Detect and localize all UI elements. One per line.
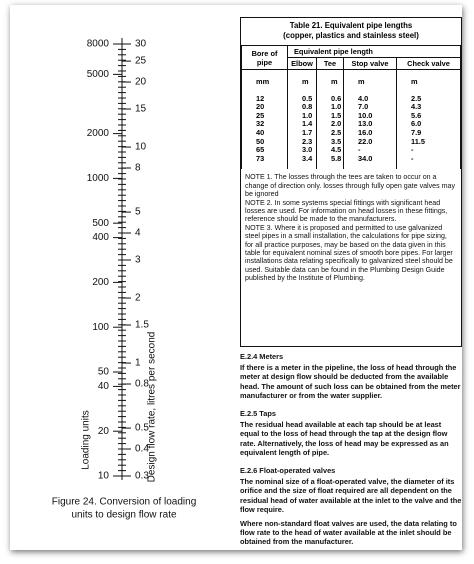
scale-label: 8000 bbox=[87, 39, 110, 50]
table-cell: - bbox=[396, 154, 461, 170]
table-cell: 2.5 bbox=[396, 94, 461, 104]
table-row: 50 2.3 3.5 22.0 11.5 bbox=[241, 137, 461, 147]
section-paragraph: The residual head available at each tap … bbox=[240, 420, 449, 457]
header-cell: Stop valve bbox=[343, 57, 397, 70]
section-heading: E.2.6 Float-operated valves bbox=[240, 466, 336, 476]
section-heading: E.2.4 Meters bbox=[240, 352, 284, 361]
section-paragraph: The nominal size of a float-operated val… bbox=[240, 477, 462, 514]
unit-cell: m bbox=[287, 69, 317, 95]
table-cell: 34.0 bbox=[343, 154, 397, 170]
unit-cell: m bbox=[343, 69, 397, 95]
scale-label: 25 bbox=[135, 56, 147, 67]
table-note: NOTE 1. The losses through the tees are … bbox=[245, 173, 456, 199]
table-cell: 5.6 bbox=[396, 111, 461, 121]
scale-label: 0.8 bbox=[135, 379, 149, 390]
unit-cell: m bbox=[396, 69, 461, 95]
table-cell: 40 bbox=[241, 128, 288, 138]
nomogram: 8000500020001000500400200100504020103025… bbox=[52, 38, 197, 521]
table-note: NOTE 3. Where it is proposed and permitt… bbox=[245, 223, 453, 283]
figure-caption: Figure 24. Conversion of loading bbox=[52, 497, 197, 508]
scale-label: 2 bbox=[135, 293, 141, 304]
scale-label: 200 bbox=[92, 277, 109, 288]
scale-label: 400 bbox=[92, 232, 109, 243]
table-cell: 4.3 bbox=[396, 103, 461, 112]
text-sections: E.2.4 Meters If there is a meter in the p… bbox=[240, 352, 462, 556]
table-row: 73 3.4 5.8 34.0- bbox=[241, 154, 461, 170]
scale-label: 3 bbox=[135, 255, 141, 266]
table-cell: 25 bbox=[241, 111, 288, 121]
document-page: 8000 5000 2000 1000 500 400 200 100 50 40 20 10 30 25… bbox=[10, 5, 462, 550]
pipe-length-table: Bore of pipe Equivalent pipe length Elbo… bbox=[241, 45, 461, 170]
table-cell: 73 bbox=[241, 154, 288, 170]
table-row: 40 1.7 2.5 16.0 7.9 bbox=[241, 128, 461, 138]
table-cell: 7.9 bbox=[396, 128, 461, 138]
scale-label: 0.3 bbox=[135, 471, 149, 482]
table-cell: 4.0 bbox=[343, 94, 397, 104]
table-row: 20 0.8 1.0 7.0 4.3 bbox=[241, 103, 461, 112]
table-title-line: (copper, plastics and stainless steel) bbox=[283, 31, 419, 40]
table-row: 25 1.0 1.5 10.0 5.6 bbox=[241, 111, 461, 121]
section-paragraph: If there is a meter in the pipeline, the… bbox=[240, 363, 461, 400]
scale-label: 1 bbox=[135, 358, 141, 369]
scale-label: 0.4 bbox=[135, 444, 149, 455]
scale-label: 10 bbox=[135, 142, 147, 153]
figure-caption: units to design flow rate bbox=[71, 510, 176, 521]
scale-label: 20 bbox=[135, 77, 147, 88]
table-notes: NOTE 1. The losses through the tees are … bbox=[241, 169, 461, 282]
axis-title: Design flow rate, litres per second bbox=[147, 332, 158, 483]
table-box: Table 21. Equivalent pipe lengths (coppe… bbox=[240, 17, 462, 347]
header-cell: Bore of pipe bbox=[241, 45, 288, 70]
table-cell: 65 bbox=[241, 146, 288, 155]
section-paragraph: Where non-standard float valves are used… bbox=[240, 519, 457, 547]
scale-label: 1000 bbox=[87, 173, 110, 184]
header-cell: Elbow bbox=[287, 57, 317, 70]
table-cell: 50 bbox=[241, 137, 288, 147]
scale-label: 500 bbox=[92, 218, 109, 229]
table-cell: 5.8 bbox=[316, 154, 344, 170]
scale-label: 5000 bbox=[87, 69, 110, 80]
unit-cell: m bbox=[316, 69, 344, 95]
scale-label: 1.5 bbox=[135, 320, 149, 331]
scale-label: 4 bbox=[135, 228, 141, 239]
unit-cell: mm bbox=[241, 69, 288, 95]
scale-label: 8 bbox=[135, 163, 141, 174]
table-cell: 3.4 bbox=[287, 154, 317, 170]
table-title: Table 21. Equivalent pipe lengths (coppe… bbox=[241, 21, 461, 41]
table-row: 12 0.5 0.6 4.0 2.5 bbox=[241, 94, 461, 104]
scale-label: 10 bbox=[98, 471, 110, 482]
section-heading: E.2.5 Taps bbox=[240, 409, 277, 419]
scale-label: 100 bbox=[92, 322, 109, 333]
units-row: mm m m m m bbox=[241, 69, 461, 95]
axis-title: Loading units bbox=[81, 410, 92, 470]
table-title-line: Table 21. Equivalent pipe lengths bbox=[289, 21, 413, 30]
scale-label: 20 bbox=[98, 426, 110, 437]
table-cell: 22.0 bbox=[343, 137, 397, 147]
table-row: 32 1.4 2.0 13.0 6.0 bbox=[241, 120, 461, 129]
table-cell: 20 bbox=[241, 103, 288, 112]
scale-label: 30 bbox=[135, 39, 147, 50]
table-cell: 12 bbox=[241, 94, 288, 104]
table-cell: 32 bbox=[241, 120, 288, 129]
scale-label: 15 bbox=[135, 104, 147, 115]
table-row: 65 3.0 4.5- - bbox=[241, 146, 461, 155]
scale-label: 50 bbox=[98, 367, 110, 378]
scale-label: 40 bbox=[98, 381, 110, 392]
scale-label: 0.5 bbox=[135, 423, 149, 434]
table-cell: 6.0 bbox=[396, 120, 461, 129]
scale-label: 5 bbox=[135, 207, 141, 218]
scale-label: 2000 bbox=[87, 128, 110, 139]
table-cell: - bbox=[396, 146, 461, 155]
header-cell: Equivalent pipe length bbox=[287, 45, 461, 58]
header-cell: Tee bbox=[316, 57, 344, 70]
table-note: NOTE 2. In some systems special fittings… bbox=[245, 198, 448, 224]
header-cell: Check valve bbox=[396, 57, 461, 70]
table-cell: 11.5 bbox=[396, 137, 461, 147]
